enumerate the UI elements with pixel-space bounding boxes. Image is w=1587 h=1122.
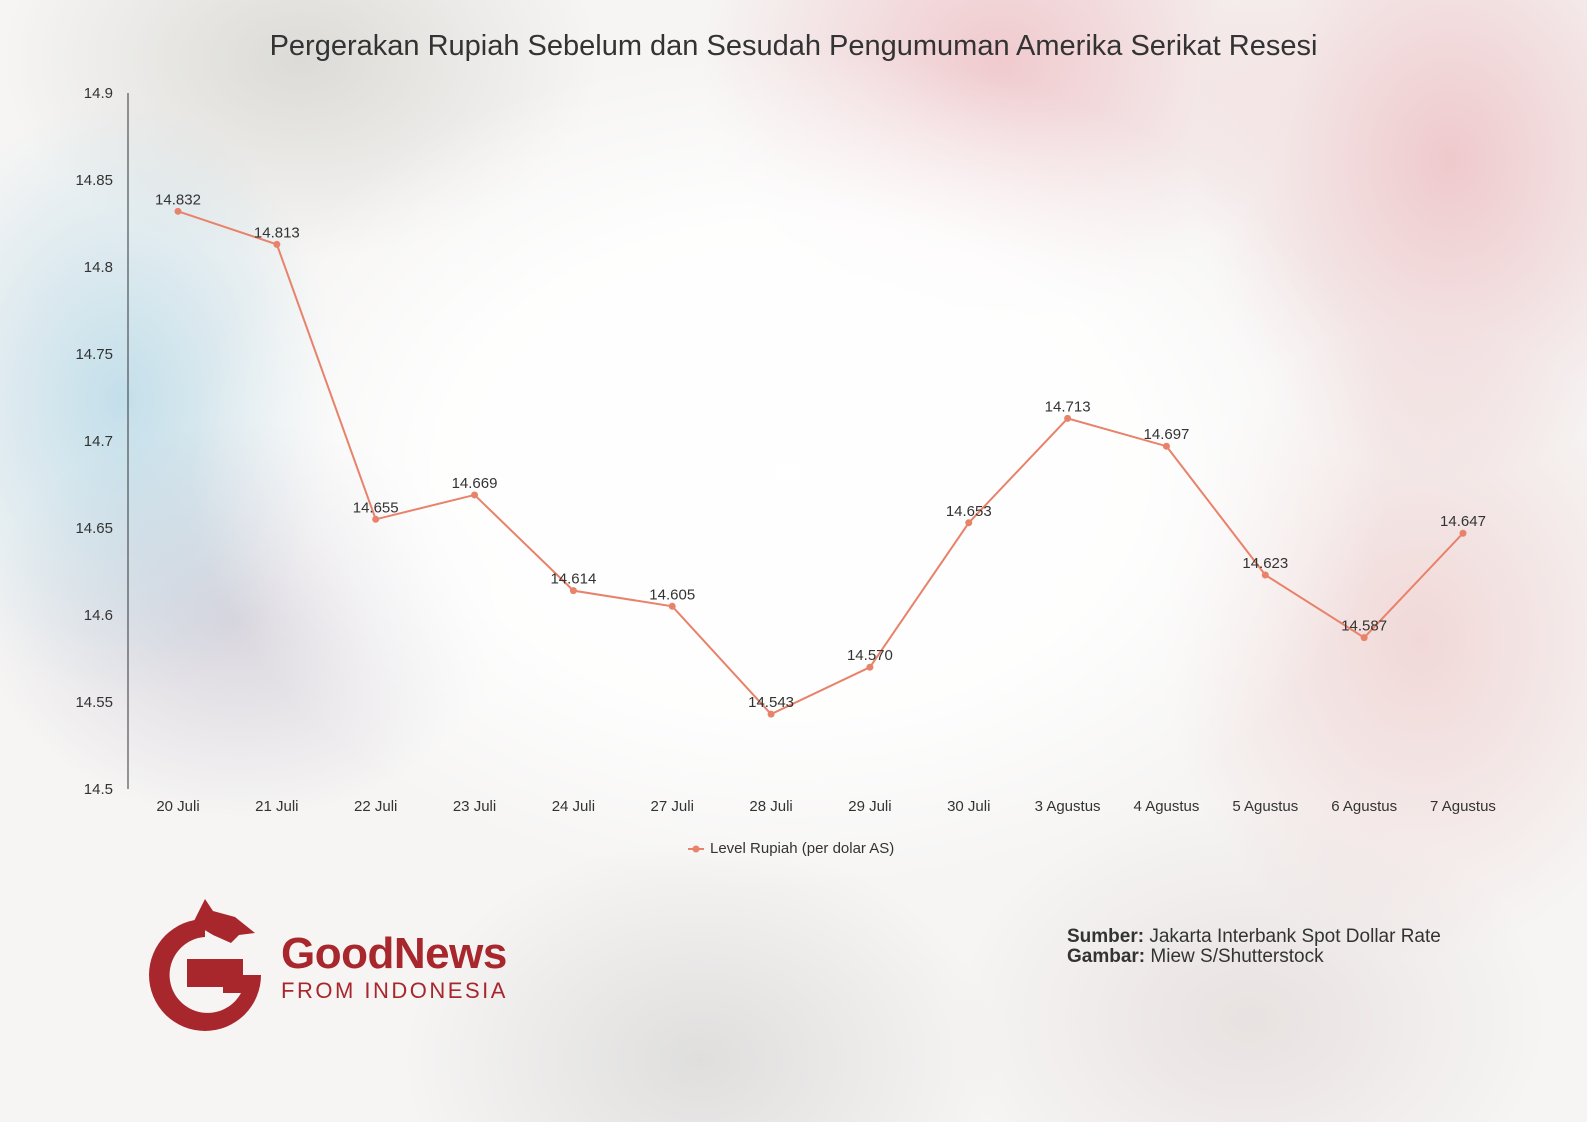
data-label: 14.655 (353, 499, 399, 516)
x-tick-label: 21 Juli (255, 798, 298, 815)
data-point (174, 207, 182, 215)
legend-marker-icon (688, 845, 704, 852)
y-tick-label: 14.6 (84, 607, 113, 624)
source-value: Jakarta Interbank Spot Dollar Rate (1149, 926, 1441, 947)
y-tick-label: 14.7 (84, 433, 113, 450)
data-point (471, 491, 479, 499)
data-label: 14.653 (946, 503, 992, 520)
y-tick-label: 14.55 (75, 694, 113, 711)
data-label: 14.570 (847, 647, 893, 664)
series-line (177, 210, 1464, 716)
x-tick-label: 3 Agustus (1035, 798, 1101, 815)
y-tick-label: 14.85 (75, 172, 113, 189)
source-label: Sumber: (1067, 926, 1145, 947)
goodnews-logo-emblem (143, 897, 268, 1042)
x-tick-label: 20 Juli (156, 798, 199, 815)
x-tick-label: 29 Juli (848, 798, 891, 815)
x-tick-label: 28 Juli (749, 798, 792, 815)
x-tick-label: 22 Juli (354, 798, 397, 815)
data-label: 14.605 (649, 586, 695, 603)
x-tick-label: 4 Agustus (1134, 798, 1200, 815)
x-tick-label: 5 Agustus (1232, 798, 1298, 815)
data-point (569, 587, 577, 595)
data-point (1261, 571, 1269, 579)
data-label: 14.669 (452, 475, 498, 492)
data-point (767, 710, 775, 718)
data-label: 14.697 (1144, 426, 1190, 443)
data-label: 14.614 (550, 571, 596, 588)
data-point (965, 519, 973, 527)
legend-label: Level Rupiah (per dolar AS) (710, 840, 895, 857)
data-point (866, 663, 874, 671)
data-label: 14.543 (748, 694, 794, 711)
legend: Level Rupiah (per dolar AS) (688, 840, 894, 857)
data-label: 14.587 (1341, 618, 1387, 635)
y-tick-label: 14.9 (84, 85, 113, 102)
data-label: 14.647 (1440, 513, 1486, 530)
data-point (1459, 529, 1467, 537)
x-tick-label: 27 Juli (651, 798, 694, 815)
x-tick-label: 30 Juli (947, 798, 990, 815)
y-tick-label: 14.65 (75, 520, 113, 537)
x-tick-label: 23 Juli (453, 798, 496, 815)
y-tick-label: 14.8 (84, 259, 113, 276)
data-point (273, 240, 281, 248)
y-tick-label: 14.75 (75, 346, 113, 363)
chart-title: Pergerakan Rupiah Sebelum dan Sesudah Pe… (269, 30, 1318, 62)
data-point (1360, 634, 1368, 642)
logo-line1: GoodNews (281, 929, 507, 978)
x-tick-label: 24 Juli (552, 798, 595, 815)
data-label: 14.713 (1045, 398, 1091, 415)
data-point (1064, 414, 1072, 422)
goodnews-logo-text: GoodNews FROM INDONESIA (281, 930, 508, 1004)
y-tick-label: 14.5 (84, 781, 113, 798)
data-point (1162, 442, 1170, 450)
image-credit-label: Gambar: (1067, 946, 1146, 967)
x-tick-label: 6 Agustus (1331, 798, 1397, 815)
data-point (668, 602, 676, 610)
data-label: 14.813 (254, 224, 300, 241)
source-credit: Sumber: Jakarta Interbank Spot Dollar Ra… (1067, 927, 1441, 967)
logo-line2: FROM INDONESIA (281, 978, 508, 1003)
image-credit-value: Miew S/Shutterstock (1150, 946, 1324, 967)
data-label: 14.832 (155, 191, 201, 208)
data-point (372, 515, 380, 523)
data-label: 14.623 (1242, 555, 1288, 572)
x-tick-label: 7 Agustus (1430, 798, 1496, 815)
